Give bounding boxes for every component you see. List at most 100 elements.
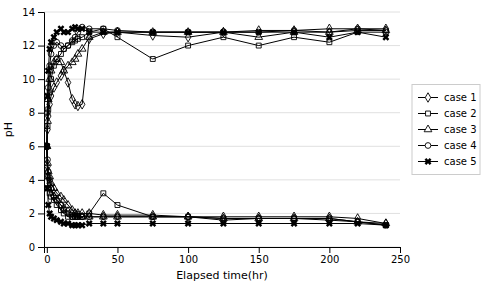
x-axis-title: Elapsed time(hr) <box>176 269 268 282</box>
point <box>44 141 52 151</box>
point <box>75 101 80 110</box>
legend-label: case 3 <box>444 124 477 135</box>
x-tick-label: 250 <box>391 254 410 265</box>
point <box>99 212 107 219</box>
legend-marker <box>426 111 431 116</box>
point <box>149 212 157 219</box>
y-tick-mark <box>38 79 44 80</box>
point <box>60 66 68 73</box>
point <box>74 49 82 56</box>
point <box>98 27 108 37</box>
x-tick: 100 <box>179 247 198 265</box>
point <box>46 75 54 82</box>
point <box>255 214 263 221</box>
y-tick-mark <box>38 180 44 181</box>
point <box>184 212 192 219</box>
point <box>150 214 156 220</box>
point <box>352 218 362 228</box>
point <box>101 191 106 196</box>
point <box>381 32 391 42</box>
grid <box>44 12 400 247</box>
legend-label: case 4 <box>444 140 477 151</box>
x-axis-line <box>45 248 401 254</box>
legend-frame <box>412 85 480 175</box>
point <box>115 214 121 220</box>
x-tick: 0 <box>44 247 50 265</box>
x-tick: 200 <box>320 247 339 265</box>
y-tick: 4 <box>29 175 44 186</box>
y-tick-label: 2 <box>29 208 35 219</box>
point <box>80 35 85 40</box>
legend-item: case 3 <box>418 124 477 135</box>
point <box>54 78 59 87</box>
grid-line <box>44 179 400 180</box>
series-line <box>47 30 386 146</box>
point <box>64 201 72 208</box>
x-tick-mark <box>400 247 401 253</box>
y-tick-label: 6 <box>29 141 35 152</box>
point <box>72 100 77 109</box>
y-tick-mark <box>38 213 44 214</box>
point <box>382 26 390 33</box>
point <box>79 100 84 109</box>
point <box>85 212 93 219</box>
x-tick-mark <box>47 247 48 253</box>
legend-marker <box>423 156 433 166</box>
x-tick-label: 200 <box>320 254 339 265</box>
series-line <box>47 27 386 146</box>
y-tick-mark <box>38 12 44 13</box>
point <box>150 57 155 62</box>
x-tick-mark <box>188 247 189 253</box>
y-tick: 12 <box>22 40 44 51</box>
point <box>352 27 362 37</box>
x-tick: 50 <box>112 247 125 265</box>
x-tick-mark <box>117 247 118 253</box>
point <box>183 218 193 228</box>
plot: 05010015020025002468101214 <box>22 7 410 265</box>
point <box>44 66 53 76</box>
point <box>256 43 261 48</box>
grid-line <box>44 12 400 13</box>
point <box>57 58 65 65</box>
point <box>77 220 87 230</box>
point <box>84 27 94 37</box>
chart-container: 05010015020025002468101214Elapsed time(h… <box>0 0 488 285</box>
point <box>78 44 86 51</box>
y-tick-mark <box>38 146 44 147</box>
point <box>383 28 389 34</box>
y-tick-label: 4 <box>29 175 35 186</box>
point <box>218 27 228 37</box>
y-axis-title: pH <box>2 122 15 137</box>
series-line <box>47 146 386 225</box>
y-tick-label: 8 <box>29 107 35 118</box>
point <box>112 218 122 228</box>
point <box>183 27 193 37</box>
y-tick-mark <box>38 247 44 248</box>
x-tick: 250 <box>391 247 410 265</box>
x-tick-mark <box>259 247 260 253</box>
y-tick-label: 10 <box>22 74 35 85</box>
legend-label: case 1 <box>444 92 477 103</box>
y-tick: 6 <box>29 141 44 152</box>
point <box>65 43 71 49</box>
y-tick: 8 <box>29 107 44 118</box>
point <box>65 78 70 87</box>
series-line <box>47 27 386 146</box>
point <box>60 196 68 203</box>
y-axis-line <box>38 13 45 248</box>
grid-line <box>44 79 400 80</box>
point <box>324 32 334 42</box>
point <box>98 218 108 228</box>
point <box>289 218 299 228</box>
point <box>45 169 51 175</box>
point <box>44 141 52 151</box>
point <box>324 218 334 228</box>
point <box>84 218 94 228</box>
point <box>71 55 79 62</box>
point <box>58 71 63 80</box>
point <box>381 220 391 230</box>
point <box>289 27 299 37</box>
point <box>114 212 122 219</box>
x-tick-label: 50 <box>112 254 125 265</box>
point <box>79 214 85 220</box>
